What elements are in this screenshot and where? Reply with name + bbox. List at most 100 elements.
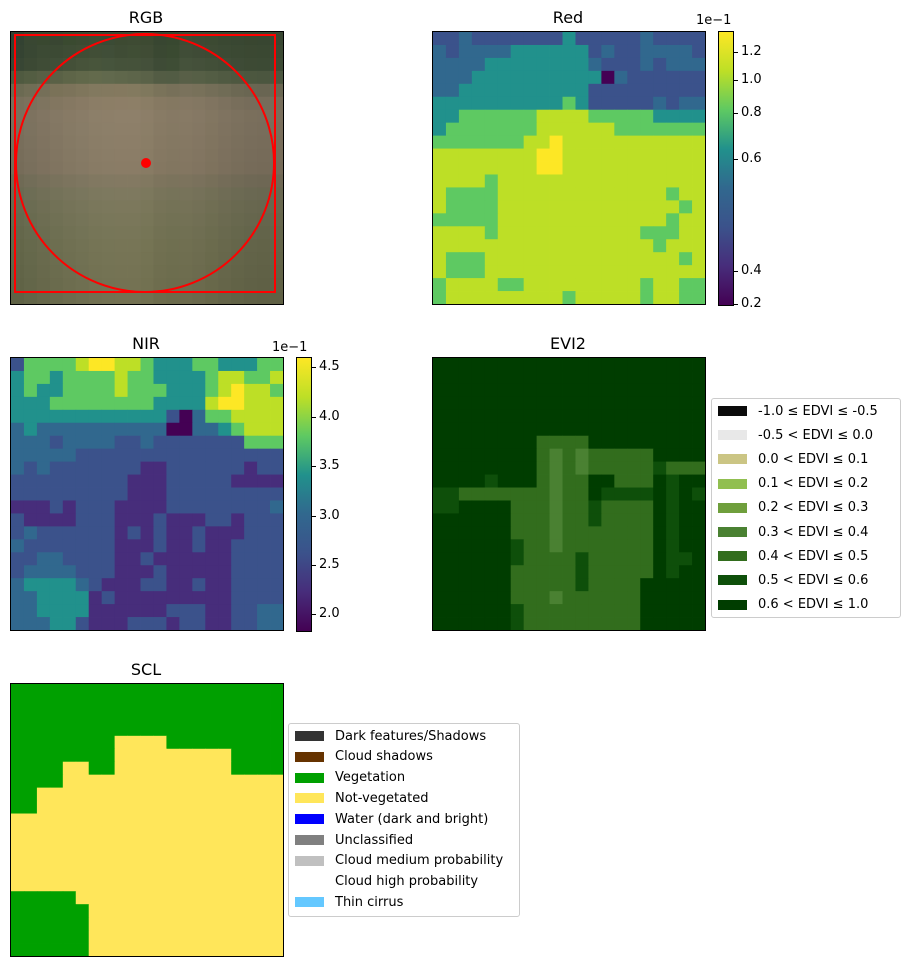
rgb-cell bbox=[166, 213, 180, 227]
nir-cell bbox=[218, 358, 232, 372]
nir-cell bbox=[11, 539, 25, 553]
evi2-cell bbox=[523, 487, 538, 501]
evi2-cell bbox=[471, 461, 486, 475]
rgb-cell bbox=[75, 122, 90, 137]
red-cell bbox=[614, 239, 628, 253]
evi2-cell bbox=[627, 539, 641, 553]
rgb-cell bbox=[127, 265, 141, 279]
nir-cell bbox=[23, 383, 38, 398]
scl-legend-swatch bbox=[295, 876, 324, 887]
evi2-cell bbox=[653, 500, 667, 514]
evi2-cell bbox=[575, 448, 589, 463]
scl-cell bbox=[205, 735, 219, 750]
nir-cell bbox=[88, 358, 103, 372]
evi2-cell bbox=[445, 422, 460, 437]
rgb-cell bbox=[36, 44, 51, 59]
nir-colorbar-tick-mark bbox=[312, 466, 316, 467]
evi2-cell bbox=[445, 552, 460, 566]
nir-cell bbox=[153, 552, 167, 566]
scl-cell bbox=[231, 761, 245, 776]
evi2-cell bbox=[471, 448, 486, 463]
evi2-cell bbox=[640, 565, 654, 579]
evi2-cell bbox=[549, 526, 563, 540]
red-cell bbox=[575, 226, 589, 240]
evi2-cell bbox=[653, 474, 667, 488]
scl-legend-entry: Not-vegetated bbox=[295, 790, 428, 806]
evi2-cell bbox=[640, 422, 654, 437]
evi2-cell bbox=[523, 539, 538, 553]
rgb-cell bbox=[101, 226, 116, 240]
evi2-cell bbox=[445, 474, 460, 488]
scl-cell bbox=[205, 684, 219, 698]
nir-cell bbox=[179, 500, 193, 514]
scl-legend: Dark features/Shadows Cloud shadows Vegeta… bbox=[288, 723, 520, 917]
evi2-legend-swatch bbox=[718, 527, 747, 537]
rgb-cell bbox=[49, 148, 64, 162]
nir-cell bbox=[231, 461, 245, 475]
rgb-cell bbox=[257, 239, 271, 253]
evi2-cell bbox=[523, 604, 538, 618]
scl-cell bbox=[270, 709, 283, 724]
red-cell bbox=[666, 32, 680, 46]
nir-cell bbox=[101, 422, 116, 437]
nir-cell bbox=[101, 591, 116, 605]
nir-cell bbox=[231, 578, 245, 592]
scl-cell bbox=[192, 748, 206, 763]
red-cell bbox=[692, 252, 705, 266]
red-cell bbox=[653, 265, 667, 279]
red-cell bbox=[471, 57, 486, 72]
nir-cell bbox=[36, 604, 51, 618]
scl-cell bbox=[140, 696, 154, 711]
rgb-cell bbox=[257, 122, 271, 137]
red-cell bbox=[549, 174, 563, 188]
evi2-cell bbox=[666, 565, 680, 579]
rgb-cell bbox=[231, 252, 245, 266]
scl-cell bbox=[140, 709, 154, 724]
red-cell bbox=[653, 200, 667, 214]
red-cell bbox=[433, 291, 447, 304]
nir-cell bbox=[231, 513, 245, 527]
rgb-cell bbox=[244, 70, 258, 85]
evi2-cell bbox=[484, 487, 499, 501]
rgb-cell bbox=[244, 265, 258, 279]
scl-cell bbox=[205, 787, 219, 801]
rgb-cell bbox=[192, 70, 206, 85]
evi2-cell bbox=[588, 526, 602, 540]
evi2-cell bbox=[614, 565, 628, 579]
evi2-cell bbox=[692, 370, 705, 385]
red-cell bbox=[471, 174, 486, 188]
rgb-cell bbox=[218, 278, 232, 292]
rgb-cell bbox=[192, 213, 206, 227]
nir-cell bbox=[127, 474, 141, 488]
scl-cell bbox=[23, 865, 38, 879]
scl-cell bbox=[166, 709, 180, 724]
scl-cell bbox=[88, 904, 103, 918]
rgb-cell bbox=[49, 44, 64, 59]
red-cell bbox=[445, 122, 460, 137]
rgb-cell bbox=[101, 200, 116, 214]
scl-cell bbox=[270, 891, 283, 905]
red-colorbar-tick-label: 0.4 bbox=[741, 263, 762, 278]
evi2-cell bbox=[653, 370, 667, 385]
rgb-cell bbox=[244, 122, 258, 137]
red-cell bbox=[575, 83, 589, 98]
red-cell bbox=[510, 161, 525, 175]
red-cell bbox=[653, 109, 667, 124]
scl-cell bbox=[257, 865, 271, 879]
evi2-cell bbox=[497, 435, 512, 450]
evi2-cell bbox=[523, 461, 538, 475]
nir-cell bbox=[179, 409, 193, 424]
rgb-cell bbox=[179, 70, 193, 85]
scl-cell bbox=[179, 684, 193, 698]
nir-cell bbox=[179, 358, 193, 372]
red-cell bbox=[484, 213, 499, 227]
evi2-cell bbox=[458, 578, 473, 592]
scl-cell bbox=[270, 722, 283, 737]
red-cell bbox=[510, 148, 525, 162]
scl-cell bbox=[205, 722, 219, 737]
nir-cell bbox=[23, 565, 38, 579]
evi2-cell bbox=[692, 604, 705, 618]
red-cell bbox=[640, 252, 654, 266]
evi2-cell bbox=[536, 435, 550, 450]
red-cell bbox=[471, 70, 486, 85]
